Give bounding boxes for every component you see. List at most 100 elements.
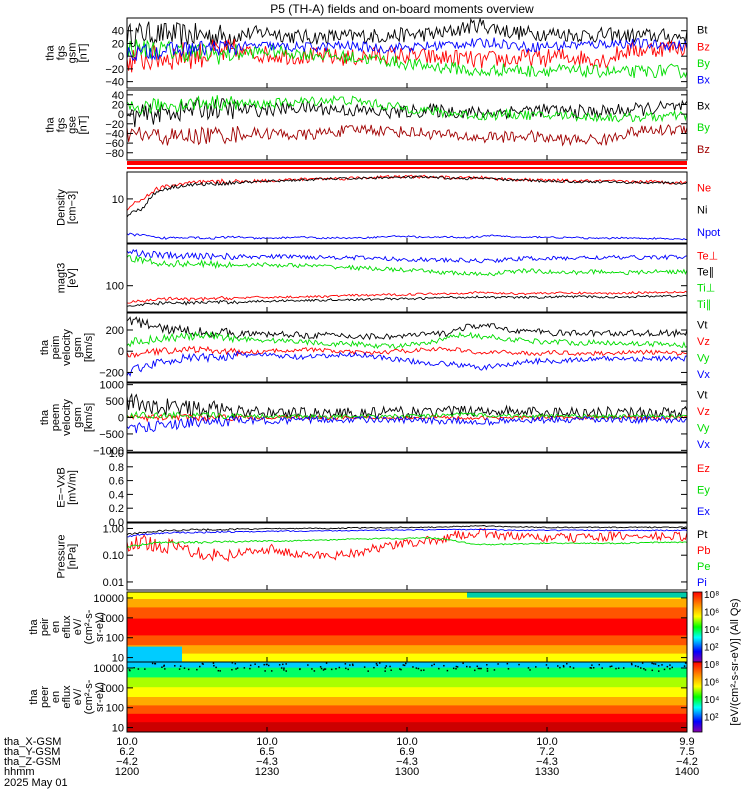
spectrogram-speck (630, 662, 633, 665)
spectrogram-speck (486, 664, 488, 666)
x-tick-label: 1300 (395, 766, 419, 778)
legend-label: Vx (697, 369, 710, 381)
spectrogram-speck (347, 668, 349, 671)
series-line-Pb (126, 527, 688, 562)
y-axis-label-line: en (50, 691, 62, 703)
spectrogram-speck (390, 669, 392, 671)
colorbar-lower (692, 661, 703, 733)
y-axis-label-line: velocity (61, 329, 73, 366)
spectrogram-speck (384, 670, 386, 672)
spectrogram-speck (212, 662, 215, 664)
spectrogram-speck (213, 664, 215, 667)
y-axis-label-line: gsm (72, 337, 84, 358)
series-line-Pi (126, 528, 688, 538)
spectrogram-speck (473, 669, 476, 672)
spectrogram-speck (669, 664, 671, 666)
spectrogram-speck (557, 665, 559, 667)
spectrogram-speck (231, 662, 234, 664)
spectrogram-speck (497, 663, 499, 665)
colorbar-upper (692, 591, 703, 663)
spectrogram-speck (615, 667, 617, 670)
y-tick-label: −80 (105, 148, 124, 160)
spectrogram-speck (378, 662, 381, 664)
spectrogram-speck (285, 670, 287, 672)
y-tick-label: 100 (106, 703, 124, 715)
panel-efield: 1.0 0.8 0.60.4 0.2 0.0 E=−VxB [mV/m] Ez Ey Ex (56, 448, 711, 529)
y-tick-label: 0.6 (109, 476, 124, 488)
colorbar-tick-label: 10⁸ (704, 660, 719, 671)
y-tick-label: −200 (99, 367, 124, 379)
spectrogram-speck (562, 665, 565, 668)
spectrogram-speck (199, 665, 201, 668)
legend-label: Bt (697, 25, 707, 37)
spectrogram-speck (476, 665, 479, 668)
spectrogram-speck (351, 663, 354, 666)
panel-peir-eflux: 10000 1000 100 10 tha peir en eflux eV/(cm²-s-sr… (28, 591, 688, 665)
spectrogram-speck (566, 662, 568, 665)
legend-label: Vy (697, 422, 710, 434)
spectrogram-speck (311, 668, 313, 670)
spectrogram-speck (236, 667, 239, 669)
y-tick-label: 0 (118, 51, 124, 63)
spectrogram-speck (589, 667, 592, 669)
spectrogram-speck (601, 667, 603, 669)
x-tick-label: −4.3 (396, 756, 418, 768)
y-axis-label-line: eflux (61, 615, 73, 639)
y-tick-label: 0.01 (103, 577, 124, 589)
y-tick-label: −20 (105, 64, 124, 76)
spectrogram-speck (684, 662, 687, 664)
x-row-label: hhmm (4, 766, 35, 778)
spectrogram-speck (598, 663, 601, 666)
y-tick-label: 20 (112, 38, 124, 50)
series-line-Te∥ (126, 294, 688, 307)
y-tick-label: 10000 (93, 663, 124, 675)
series-line-Npot (126, 232, 687, 241)
y-tick-label: 0.4 (109, 489, 124, 501)
x-tick-label: 1200 (115, 766, 139, 778)
colorbar-tick-label: 10⁶ (704, 608, 719, 619)
spectrogram-speck (545, 664, 548, 666)
spectrogram-speck (178, 668, 181, 670)
legend-label: Npot (697, 227, 720, 239)
spectrogram-speck (446, 669, 449, 672)
spectrogram-speck (683, 665, 686, 667)
x-tick-label: 7.2 (539, 746, 554, 758)
spectrogram-speck (270, 670, 273, 672)
legend-label: Pt (697, 529, 707, 541)
colorbar-tick-label: 10⁶ (704, 678, 719, 689)
y-tick-label: 0 (118, 109, 124, 121)
y-axis-label-line: tha (45, 44, 57, 60)
spectrogram-speck (323, 668, 326, 670)
spectrogram-speck (547, 667, 549, 669)
y-axis-label-line: Density (56, 189, 68, 226)
legend-label: Ez (697, 463, 710, 475)
series-line-Bz (126, 124, 688, 147)
spectrogram-speck (174, 665, 176, 667)
spectrogram-speck (431, 664, 433, 667)
legend-label: Ne (697, 183, 711, 195)
series-line-Bx (126, 37, 688, 62)
x-tick-label: −4.2 (116, 756, 138, 768)
series-line-Pe (126, 536, 688, 549)
panel-frame (126, 312, 688, 383)
spectrogram-speck (352, 664, 354, 667)
spectrogram-speck (622, 667, 625, 669)
spectrogram-speck (640, 667, 642, 669)
panel-peem-velocity: 1000 500 0 −500 −1000 tha peem velocity gsm [km/s… (39, 380, 710, 458)
spectrogram-speck (231, 668, 233, 671)
x-row-label: tha_Z-GSM (4, 756, 61, 768)
spectrogram-speck (344, 663, 347, 665)
legend-label: Vt (697, 320, 707, 332)
y-tick-label: 10000 (93, 593, 124, 605)
y-axis-label-line: tha (39, 339, 51, 355)
legend-label: By (697, 122, 710, 134)
spectrogram-speck (423, 669, 425, 671)
series-line-Pt (126, 525, 688, 536)
spectrogram-speck (456, 666, 459, 668)
spectrogram-speck (187, 668, 190, 671)
series-line-Te⊥ (126, 290, 688, 304)
panel-frame (126, 89, 688, 161)
spectrogram-speck (264, 670, 266, 672)
